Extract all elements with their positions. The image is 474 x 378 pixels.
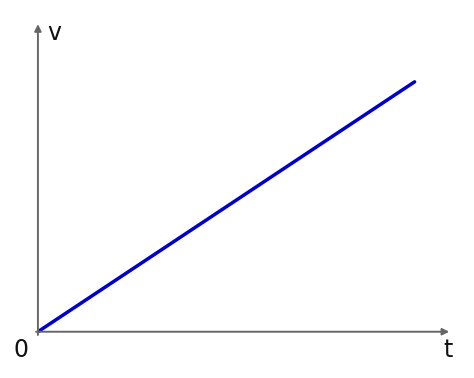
Text: v: v (47, 21, 61, 45)
Text: t: t (444, 338, 453, 361)
Text: 0: 0 (13, 338, 28, 362)
